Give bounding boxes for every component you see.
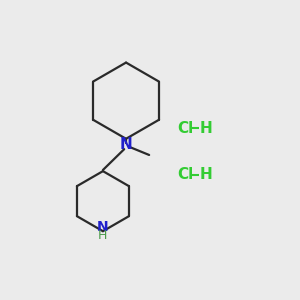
Text: H: H <box>200 167 213 182</box>
Text: H: H <box>98 229 108 242</box>
Text: N: N <box>120 137 132 152</box>
Text: N: N <box>97 220 109 234</box>
Text: Cl: Cl <box>177 121 193 136</box>
Text: Cl: Cl <box>177 167 193 182</box>
Text: H: H <box>200 121 213 136</box>
